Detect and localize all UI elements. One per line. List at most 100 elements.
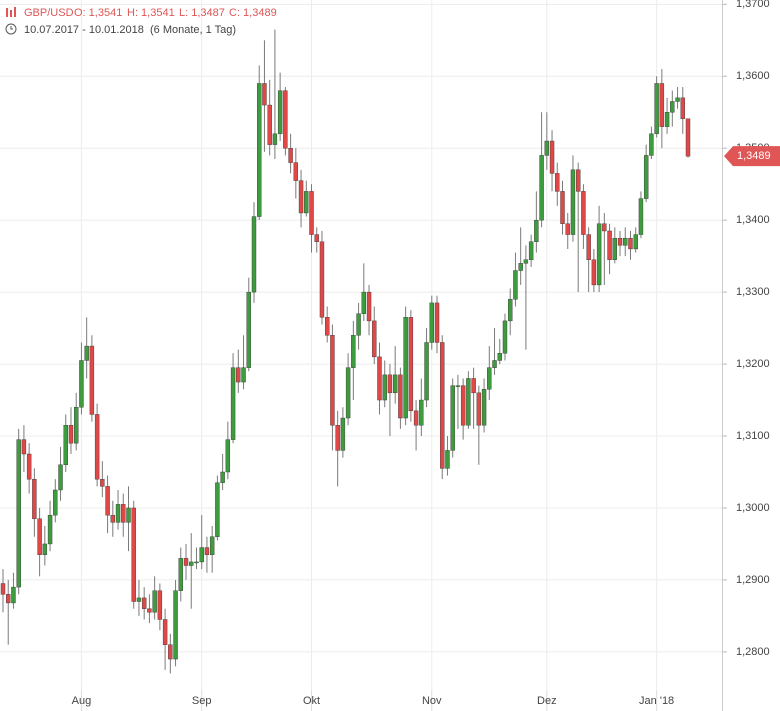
- candle-body: [126, 507, 131, 523]
- candle-body: [319, 241, 325, 318]
- y-tick-label: 1,2800: [736, 646, 770, 658]
- candle-body: [262, 83, 267, 106]
- candle-body: [617, 237, 623, 246]
- candle-body: [157, 590, 163, 620]
- candle-body: [534, 219, 539, 242]
- candle-body: [21, 439, 27, 455]
- y-tick-label: 1,3600: [736, 70, 770, 82]
- candle-body: [225, 439, 231, 473]
- candle-body: [204, 547, 210, 555]
- candle-body: [675, 97, 680, 102]
- candle-body: [131, 507, 136, 602]
- candle-body: [42, 543, 48, 555]
- candle-body: [680, 97, 685, 119]
- candle-body: [649, 133, 654, 156]
- candle-body: [361, 291, 367, 314]
- candle-body: [440, 342, 445, 469]
- candle-body: [508, 299, 513, 322]
- candle-body: [492, 360, 497, 368]
- candle-body: [168, 644, 173, 660]
- candle-body: [136, 597, 142, 602]
- clock-icon: [5, 23, 17, 35]
- candle-body: [549, 140, 555, 174]
- candle-body: [11, 586, 16, 604]
- candle-body: [89, 345, 95, 415]
- candle-body: [298, 180, 304, 214]
- candle-body: [277, 90, 283, 135]
- y-tick-label: 1,3000: [736, 502, 770, 514]
- candle-body: [141, 597, 147, 609]
- candle-body: [487, 367, 492, 390]
- clock-hand: [10, 26, 13, 30]
- candle-body: [377, 356, 382, 401]
- candle-body: [199, 547, 204, 563]
- y-tick-label: 1,3100: [736, 430, 770, 442]
- candle-body: [288, 148, 293, 163]
- candle-body: [105, 486, 110, 516]
- candle-body: [424, 342, 429, 401]
- candle-body: [539, 155, 544, 221]
- candle-body: [455, 385, 461, 387]
- candle-body: [356, 313, 361, 336]
- candle-body: [555, 173, 560, 192]
- candle-body: [110, 514, 116, 523]
- candle-body: [345, 367, 351, 419]
- candle-body: [215, 482, 220, 537]
- y-tick-label: 1,3700: [736, 0, 770, 10]
- candle-body: [173, 590, 178, 660]
- candle-body: [591, 259, 597, 286]
- candle-body: [267, 104, 272, 145]
- y-tick-label: 1,2900: [736, 574, 770, 586]
- candle-body: [403, 317, 408, 419]
- candle-body: [544, 140, 550, 156]
- candle-body: [47, 514, 53, 545]
- candle-body: [523, 259, 529, 264]
- candle-body: [257, 83, 262, 217]
- y-tick-label: 1,3300: [736, 286, 770, 298]
- candle-body: [372, 320, 377, 358]
- candle-body: [398, 374, 403, 419]
- header-icon: [6, 7, 16, 17]
- candle-body: [340, 417, 346, 451]
- candle-body: [387, 374, 393, 394]
- candle-body: [659, 83, 665, 127]
- candle-body: [79, 360, 84, 408]
- candle-body: [63, 425, 68, 465]
- candle-body: [162, 619, 168, 645]
- ohlc-close: C: 1,3489: [229, 7, 277, 19]
- last-price-label: 1,3489: [737, 150, 771, 162]
- candle-body: [6, 594, 11, 604]
- candle-body: [434, 302, 440, 343]
- subtitle: 10.07.2017 - 10.01.2018: [24, 24, 144, 36]
- candle-body: [466, 378, 471, 426]
- candle-body: [471, 378, 476, 394]
- candle-body: [497, 353, 502, 361]
- candle-body: [272, 133, 278, 145]
- candle-body: [230, 367, 236, 440]
- candle-body: [502, 320, 508, 354]
- candle-body: [100, 478, 105, 487]
- candle-body: [429, 302, 434, 343]
- candle-body: [0, 583, 6, 595]
- candle-body: [121, 504, 126, 523]
- candle-body: [16, 439, 21, 588]
- y-tick-label: 1,3400: [736, 214, 770, 226]
- x-tick-label: Dez: [537, 695, 557, 707]
- candle-body: [565, 223, 570, 235]
- ohlc-high: H: 1,3541: [127, 7, 175, 19]
- ohlc-low: L: 1,3487: [179, 7, 225, 19]
- x-tick-label: Nov: [422, 695, 442, 707]
- candle-body: [612, 237, 617, 260]
- candle-body: [392, 374, 398, 394]
- candle-body: [623, 237, 628, 246]
- candle-body: [581, 191, 586, 235]
- candle-body: [335, 425, 340, 451]
- x-tick-label: Jan '18: [639, 695, 674, 707]
- candle-body: [602, 223, 607, 232]
- candle-body: [324, 317, 330, 336]
- candle-body: [654, 83, 659, 135]
- candle-body: [513, 270, 518, 300]
- x-tick-label: Okt: [303, 695, 320, 707]
